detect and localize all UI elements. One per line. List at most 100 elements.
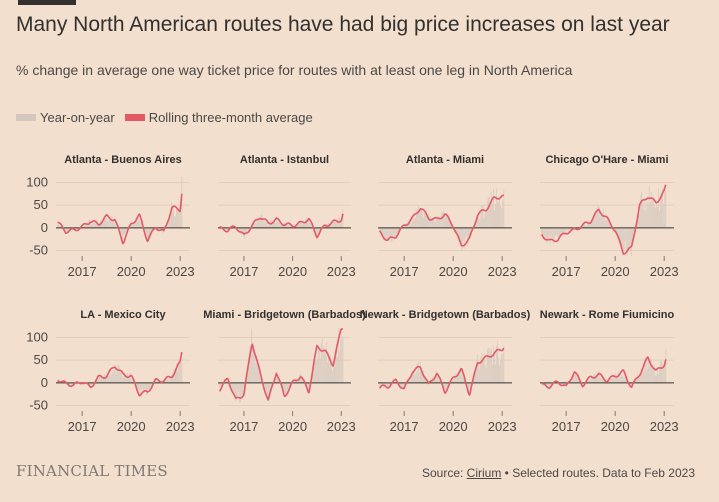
panel-6-yoy-bar [247, 374, 248, 383]
panel-6-yoy-bar [256, 355, 258, 383]
panel-5-yoy-bar [100, 377, 101, 383]
panel-6-yoy-bar [338, 328, 340, 383]
panel-3-yoy-bar [460, 227, 462, 247]
panel-4-yoy-bar [548, 227, 550, 237]
panel-2-yoy-bar [318, 227, 320, 233]
panel-4-yoy-bar [565, 227, 566, 232]
panel-4-yoy-bar [632, 227, 633, 244]
panel-7-yoy-bar [439, 380, 441, 383]
panel-1-yoy-bar [171, 201, 172, 228]
panel-2-yoy-bar [308, 217, 310, 228]
panel-5-yoy-bar [174, 369, 175, 383]
panel-5-yoy-bar [131, 379, 133, 383]
panel-7-yoy-bar [481, 352, 483, 383]
panel-2-yoy-bar [252, 225, 254, 228]
panel-6-data-point [316, 346, 317, 347]
panel-4-yoy-bar [552, 227, 554, 244]
panel-6-yoy-bar [318, 348, 320, 383]
panel-5-ytick-label: -50 [29, 397, 48, 412]
panel-4-yoy-bar [569, 227, 571, 230]
panel-6-yoy-bar [337, 357, 339, 383]
panel-1-rolling-average-line [57, 193, 183, 245]
panel-8-yoy-bar [610, 376, 611, 383]
panel-4-yoy-bar [568, 227, 570, 234]
panel-5-yoy-bar [106, 374, 108, 383]
panel-4-yoy-bar [581, 225, 583, 228]
panel-7-yoy-bar [380, 382, 382, 389]
panel-6-yoy-bar [314, 352, 316, 383]
panel-3-yoy-bar [439, 220, 441, 228]
panel-8-yoy-bar [600, 374, 602, 383]
panel-2-yoy-bar [243, 227, 244, 237]
panel-5-yoy-bar [110, 367, 112, 383]
panel-5-title: LA - Mexico City [80, 309, 166, 321]
panel-7-yoy-bar [456, 375, 458, 383]
panel-5-yoy-bar [142, 382, 144, 391]
panel-4-yoy-bar [607, 215, 608, 228]
panel-4-data-point [566, 232, 567, 233]
panel-7-yoy-bar [452, 379, 454, 383]
panel-1-xtick-label: 2017 [68, 264, 97, 279]
panel-8-yoy-bar [653, 365, 655, 383]
panel-8-data-point [590, 377, 591, 378]
panel-7-yoy-bar [418, 372, 420, 383]
panel-2-yoy-bar [316, 227, 318, 238]
panel-4-yoy-bar [661, 195, 663, 228]
panel-3-yoy-bar [445, 217, 446, 228]
panel-5-data-point [122, 374, 123, 375]
panel-6-yoy-bar [317, 348, 319, 383]
panel-6-xtick-label: 2020 [278, 419, 307, 434]
panel-2-yoy-bar [285, 225, 287, 228]
panel-6-yoy-bar [234, 382, 236, 401]
panel-2-yoy-bar [324, 225, 326, 228]
panel-8-yoy-bar [591, 376, 593, 383]
panel-3-yoy-bar [475, 222, 477, 228]
panel-3-yoy-bar [413, 217, 415, 228]
panel-7-yoy-bar [480, 356, 482, 383]
panel-2-yoy-bar [296, 224, 298, 228]
panel-2-yoy-bar [247, 227, 248, 231]
panel-1-yoy-bar [148, 227, 149, 238]
panel-5-yoy-bar [156, 381, 158, 383]
panel-3-yoy-bar [417, 205, 419, 228]
panel-6-yoy-bar [278, 378, 280, 383]
panel-6-yoy-bar [276, 372, 277, 383]
panel-6-yoy-bar [333, 358, 334, 383]
panel-6-yoy-bar [320, 343, 322, 383]
panel-5-yoy-bar [68, 382, 70, 385]
panel-6-yoy-bar [238, 382, 240, 403]
chart-subtitle: % change in average one way ticket price… [16, 62, 573, 78]
chart-title: Many North American routes have had big … [16, 13, 670, 36]
panel-2-title: Atlanta - Istanbul [240, 154, 329, 166]
panel-4-yoy-bar [556, 227, 558, 237]
panel-8-yoy-bar [658, 373, 659, 383]
panel-8-yoy-bar [629, 382, 631, 386]
panel-2-yoy-bar [268, 223, 270, 228]
panel-7-yoy-bar [403, 382, 404, 388]
panel-3-yoy-bar [392, 227, 394, 235]
source-link[interactable]: Cirium [466, 466, 502, 480]
panel-5-data-point [163, 380, 164, 381]
panel-3-yoy-bar [414, 218, 416, 228]
panel-6-yoy-bar [321, 338, 323, 383]
panel-1-yoy-bar [119, 227, 121, 233]
panel-3-yoy-bar [441, 211, 443, 228]
panel-3-yoy-bar [448, 218, 449, 228]
panel-4-data-point [623, 252, 624, 253]
panel-3-yoy-bar [485, 211, 487, 228]
panel-3-data-point [395, 235, 396, 236]
panel-2-yoy-bar [334, 221, 335, 228]
panel-7-yoy-bar [379, 382, 380, 390]
panel-7-yoy-bar [499, 364, 501, 383]
panel-5-yoy-bar [165, 378, 167, 383]
panel-4-yoy-bar [602, 208, 604, 228]
panel-1-yoy-bar [60, 225, 62, 228]
panel-3-xtick-label: 2017 [390, 264, 419, 279]
panel-4-yoy-bar [615, 227, 617, 231]
panel-7-yoy-bar [415, 372, 417, 383]
panel-3-yoy-bar [389, 227, 391, 238]
panel-2-data-point [219, 228, 220, 229]
panel-5-yoy-bar [125, 374, 126, 383]
panel-7-data-point [493, 353, 494, 354]
panel-3-yoy-bar [433, 219, 435, 228]
